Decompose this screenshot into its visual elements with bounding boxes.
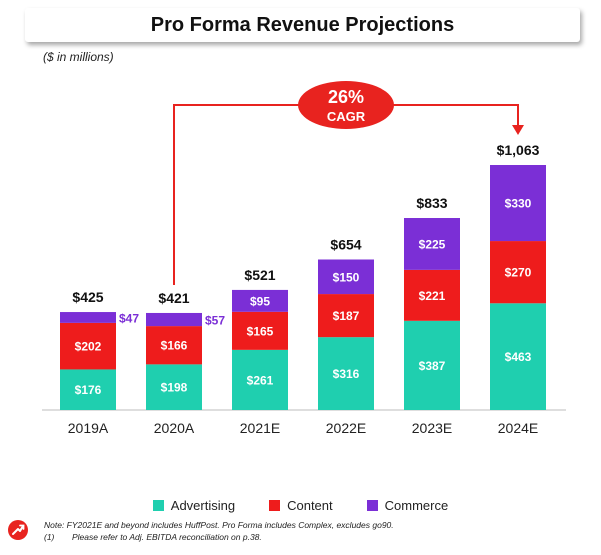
- x-tick-label-2020a: 2020A: [154, 420, 195, 436]
- advertising-value-label-2024e: $463: [505, 350, 532, 364]
- bar-segment-content-2023e: [404, 269, 460, 321]
- bar-segment-commerce-2024e: [490, 165, 546, 242]
- cagr-value: 26%: [328, 87, 364, 107]
- legend-label-advertising: Advertising: [170, 498, 236, 513]
- total-label-2021e: $521: [244, 267, 275, 283]
- bar-segment-content-2022e: [318, 294, 374, 338]
- revenue-chart: $176 $202 $47 $425 2019A $198 $166 $57 $421 2020A…: [42, 81, 566, 436]
- bar-segment-commerce-2022e: [318, 259, 374, 295]
- commerce-value-label-2021e: $95: [250, 294, 270, 308]
- legend-label-commerce: Commerce: [384, 498, 449, 513]
- legend-item-advertising: Advertising: [152, 498, 236, 513]
- bar-segment-commerce-2019a: [60, 312, 116, 323]
- footnote-line-2: (1) Please refer to Adj. EBITDA reconcili…: [44, 531, 394, 543]
- bar-segment-commerce-2021e: [232, 289, 288, 312]
- x-tick-label-2019a: 2019A: [68, 420, 109, 436]
- legend-swatch-advertising: [152, 500, 164, 511]
- legend-item-commerce: Commerce: [366, 498, 449, 513]
- advertising-value-label-2020a: $198: [161, 381, 188, 395]
- cagr-badge: [298, 81, 394, 129]
- footnotes: Note: FY2021E and beyond includes HuffPo…: [44, 519, 394, 543]
- advertising-value-label-2023e: $387: [419, 359, 446, 373]
- bar-segment-commerce-2020a: [146, 312, 202, 327]
- legend-label-content: Content: [287, 498, 333, 513]
- bar-segment-content-2020a: [146, 326, 202, 365]
- content-value-label-2020a: $166: [161, 339, 188, 353]
- legend-item-content: Content: [269, 498, 333, 513]
- total-label-2023e: $833: [416, 195, 447, 211]
- cagr-arrowhead: [512, 125, 524, 135]
- commerce-value-label-2022e: $150: [333, 270, 360, 284]
- bar-segment-advertising-2022e: [318, 337, 374, 410]
- bar-segment-advertising-2024e: [490, 303, 546, 410]
- content-value-label-2019a: $202: [75, 340, 102, 354]
- title-box: Pro Forma Revenue Projections: [25, 8, 580, 42]
- bar-segment-content-2021e: [232, 311, 288, 350]
- commerce-value-label-2024e: $330: [505, 197, 532, 211]
- x-tick-label-2024e: 2024E: [498, 420, 538, 436]
- content-value-label-2022e: $187: [333, 309, 360, 323]
- chart-subtitle: ($ in millions): [43, 50, 114, 64]
- advertising-value-label-2021e: $261: [247, 373, 274, 387]
- bar-segment-content-2019a: [60, 322, 116, 370]
- content-value-label-2023e: $221: [419, 289, 446, 303]
- footnote-text: Please refer to Adj. EBITDA reconciliati…: [72, 532, 262, 542]
- advertising-value-label-2019a: $176: [75, 383, 102, 397]
- commerce-value-label-2019a: $47: [119, 311, 139, 325]
- cagr-connector-line: [173, 104, 519, 285]
- legend-swatch-commerce: [366, 500, 378, 511]
- footnote-index: (1): [44, 532, 55, 542]
- bar-segment-advertising-2019a: [60, 369, 116, 410]
- commerce-value-label-2020a: $57: [205, 314, 225, 328]
- bar-segment-content-2024e: [490, 241, 546, 304]
- bar-segment-advertising-2021e: [232, 349, 288, 410]
- bar-segment-advertising-2023e: [404, 320, 460, 410]
- chart-title: Pro Forma Revenue Projections: [150, 13, 455, 36]
- brand-logo-icon: [8, 520, 28, 540]
- x-tick-label-2023e: 2023E: [412, 420, 452, 436]
- cagr-label: CAGR: [327, 109, 366, 124]
- advertising-value-label-2022e: $316: [333, 367, 360, 381]
- total-label-2022e: $654: [330, 236, 361, 252]
- bar-segment-advertising-2020a: [146, 364, 202, 410]
- x-tick-label-2022e: 2022E: [326, 420, 366, 436]
- bar-segment-commerce-2023e: [404, 218, 460, 270]
- content-value-label-2021e: $165: [247, 324, 274, 338]
- commerce-value-label-2023e: $225: [419, 237, 446, 251]
- total-label-2019a: $425: [72, 289, 103, 305]
- legend-swatch-content: [269, 500, 281, 511]
- total-label-2020a: $421: [158, 290, 189, 306]
- chart-legend: Advertising Content Commerce: [0, 498, 601, 513]
- content-value-label-2024e: $270: [505, 266, 532, 280]
- footnote-line-1: Note: FY2021E and beyond includes HuffPo…: [44, 520, 394, 530]
- total-label-2024e: $1,063: [497, 142, 540, 158]
- x-tick-label-2021e: 2021E: [240, 420, 280, 436]
